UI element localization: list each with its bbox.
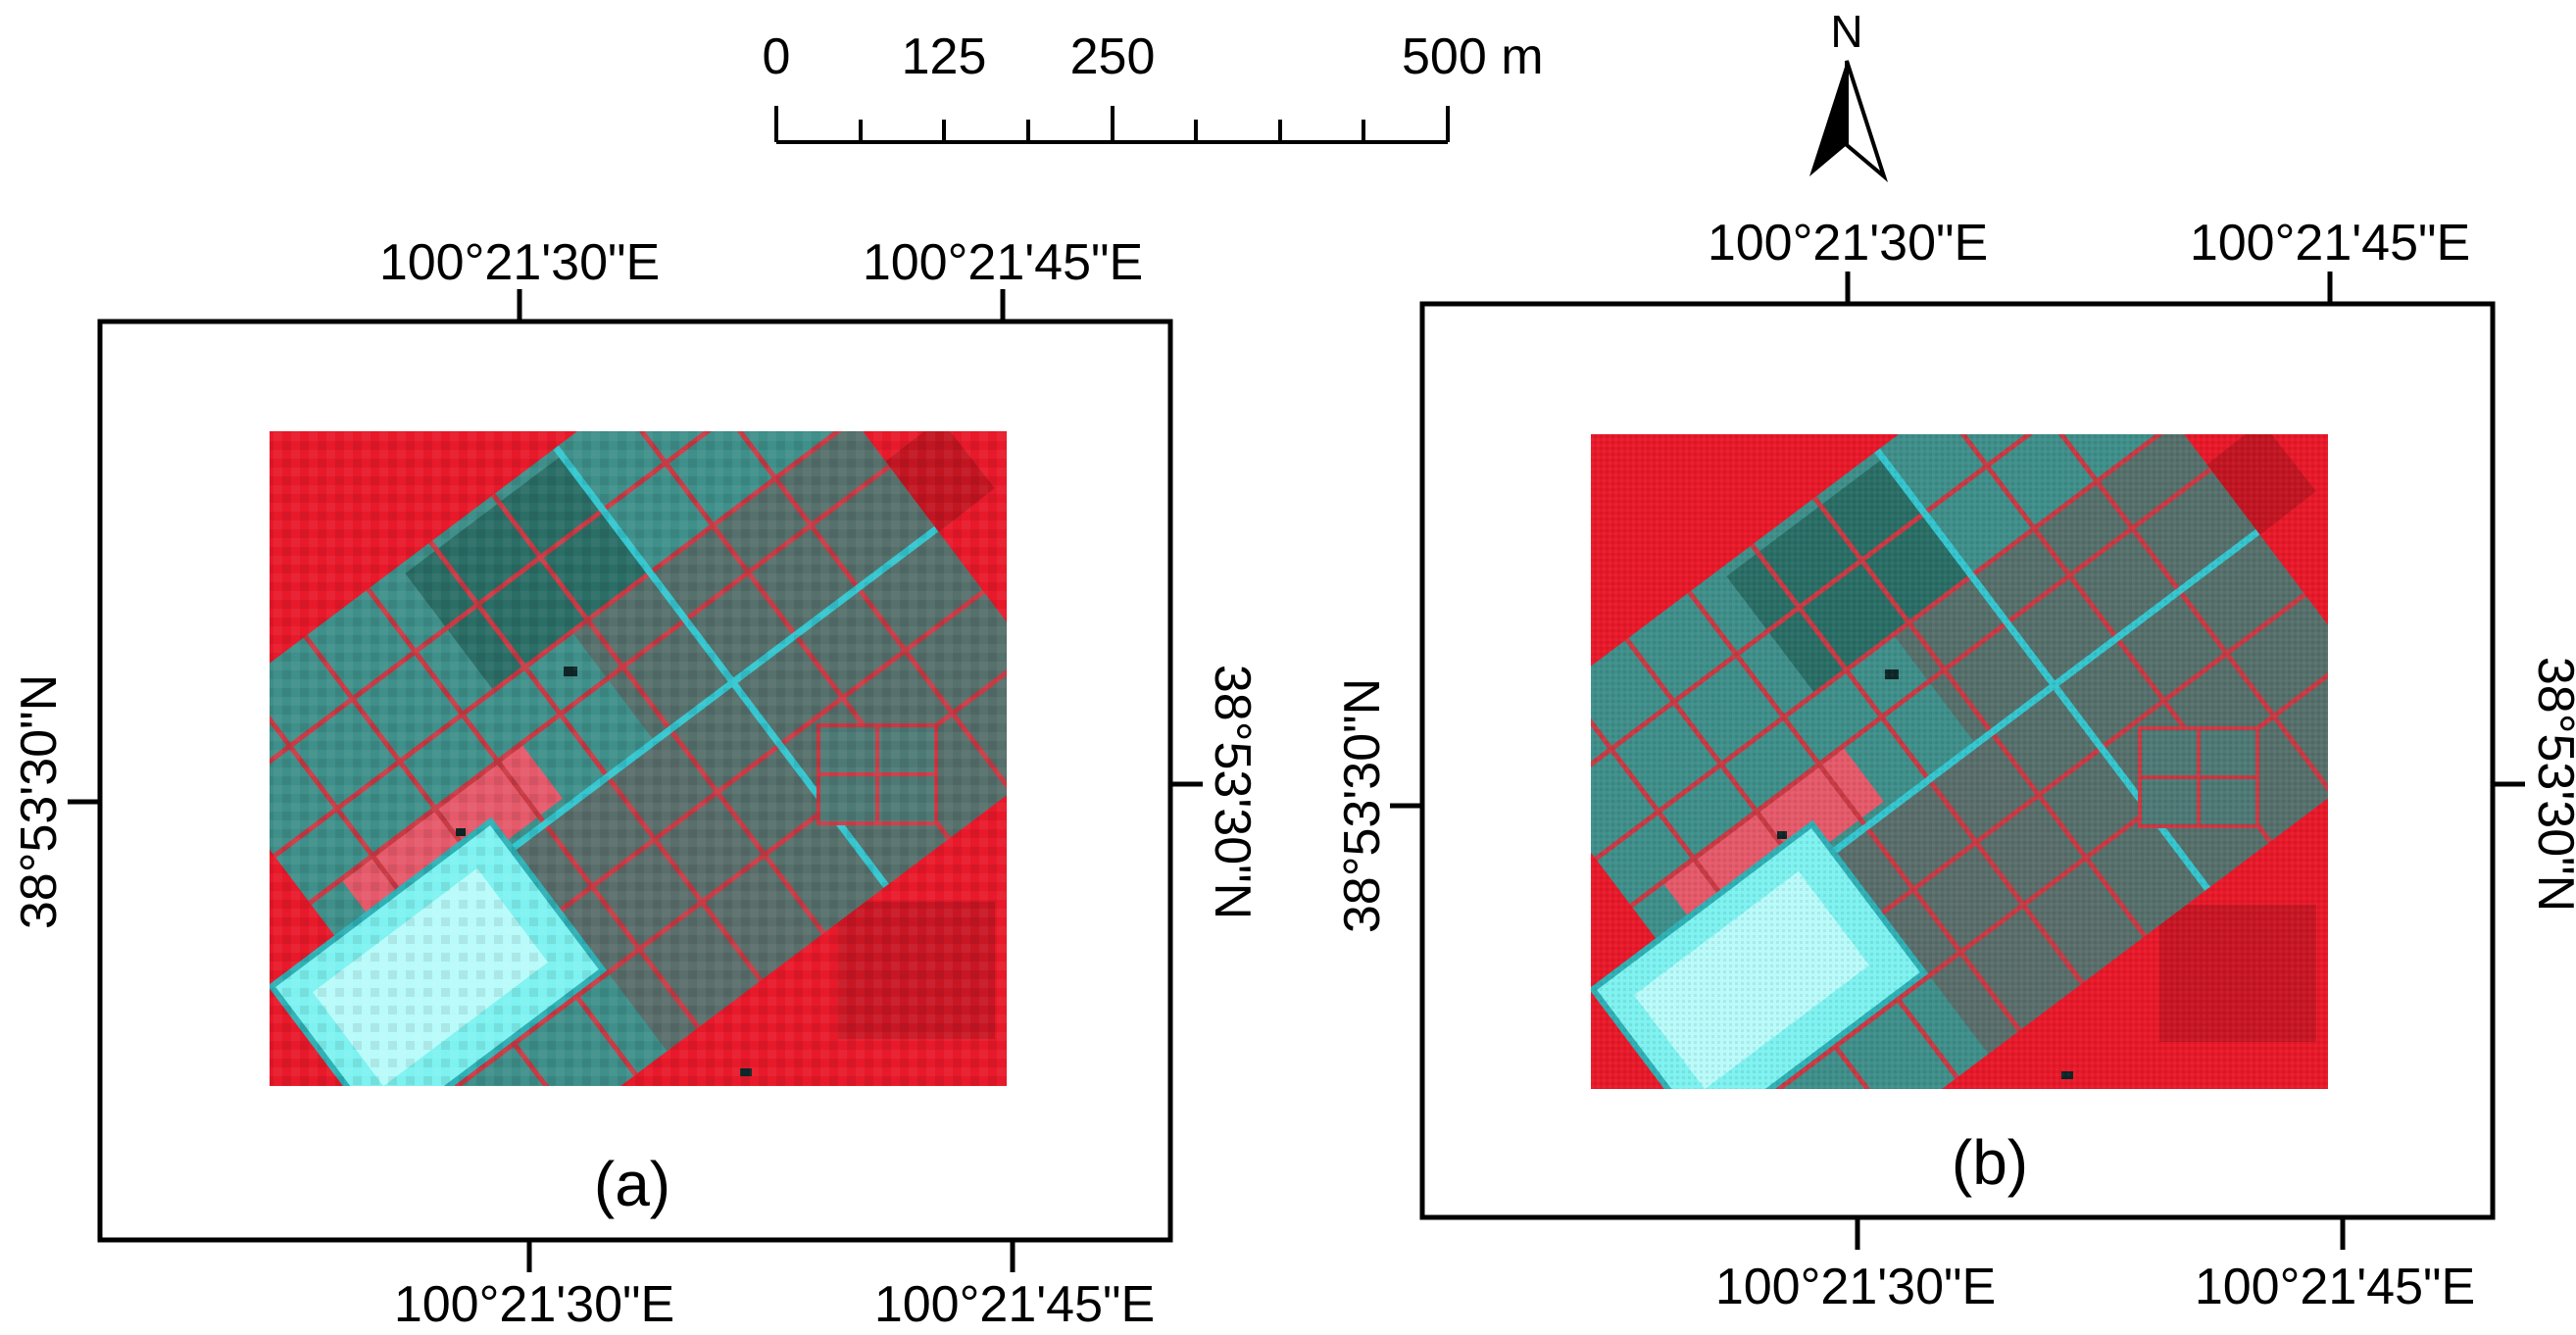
panel-b-imagery (1591, 434, 2328, 1089)
panel-a-ticks (68, 289, 1203, 1272)
north-label: N (1830, 6, 1862, 57)
panel-b-top-label-1: 100°21'30"E (1708, 215, 1988, 272)
panel-b-caption: (b) (1952, 1127, 2028, 1198)
panel-b-bottom-label-1: 100°21'30"E (1715, 1259, 1996, 1315)
north-arrow-icon: N (1809, 6, 1889, 183)
panel-b-top-label-2: 100°21'45"E (2190, 215, 2470, 272)
scale-label-500m: 500 m (1402, 28, 1544, 85)
panel-a-top-label-2: 100°21'45"E (863, 234, 1143, 291)
panel-a-caption: (a) (594, 1149, 670, 1219)
panel-a-frame (97, 319, 1173, 1243)
panel-a-left-label: 38°53'30"N (11, 674, 68, 929)
panel-b-bottom-label-2: 100°21'45"E (2195, 1259, 2475, 1315)
scale-bar-ticks (774, 106, 1450, 142)
panel-b-right-label: 38°53'30"N (2527, 657, 2576, 912)
panel-b-frame (1419, 301, 2496, 1220)
panel-a: 100°21'30"E 100°21'45"E 100°21'30"E 100°… (11, 234, 1261, 1333)
scale-label-125: 125 (902, 28, 987, 85)
panel-a-imagery (270, 431, 1007, 1086)
panel-b-left-label: 38°53'30"N (1334, 678, 1391, 933)
scale-bar: 0 125 250 500 m (763, 28, 1544, 144)
panel-a-right-label: 38°53'30"N (1204, 665, 1261, 919)
scale-label-0: 0 (763, 28, 791, 85)
panel-b-ticks (1390, 272, 2525, 1250)
scale-label-250: 250 (1070, 28, 1156, 85)
panel-b: 100°21'30"E 100°21'45"E 100°21'30"E 100°… (1334, 215, 2576, 1315)
panel-a-top-label-1: 100°21'30"E (379, 234, 660, 291)
panel-a-bottom-label-1: 100°21'30"E (394, 1276, 674, 1333)
panel-a-bottom-label-2: 100°21'45"E (874, 1276, 1155, 1333)
